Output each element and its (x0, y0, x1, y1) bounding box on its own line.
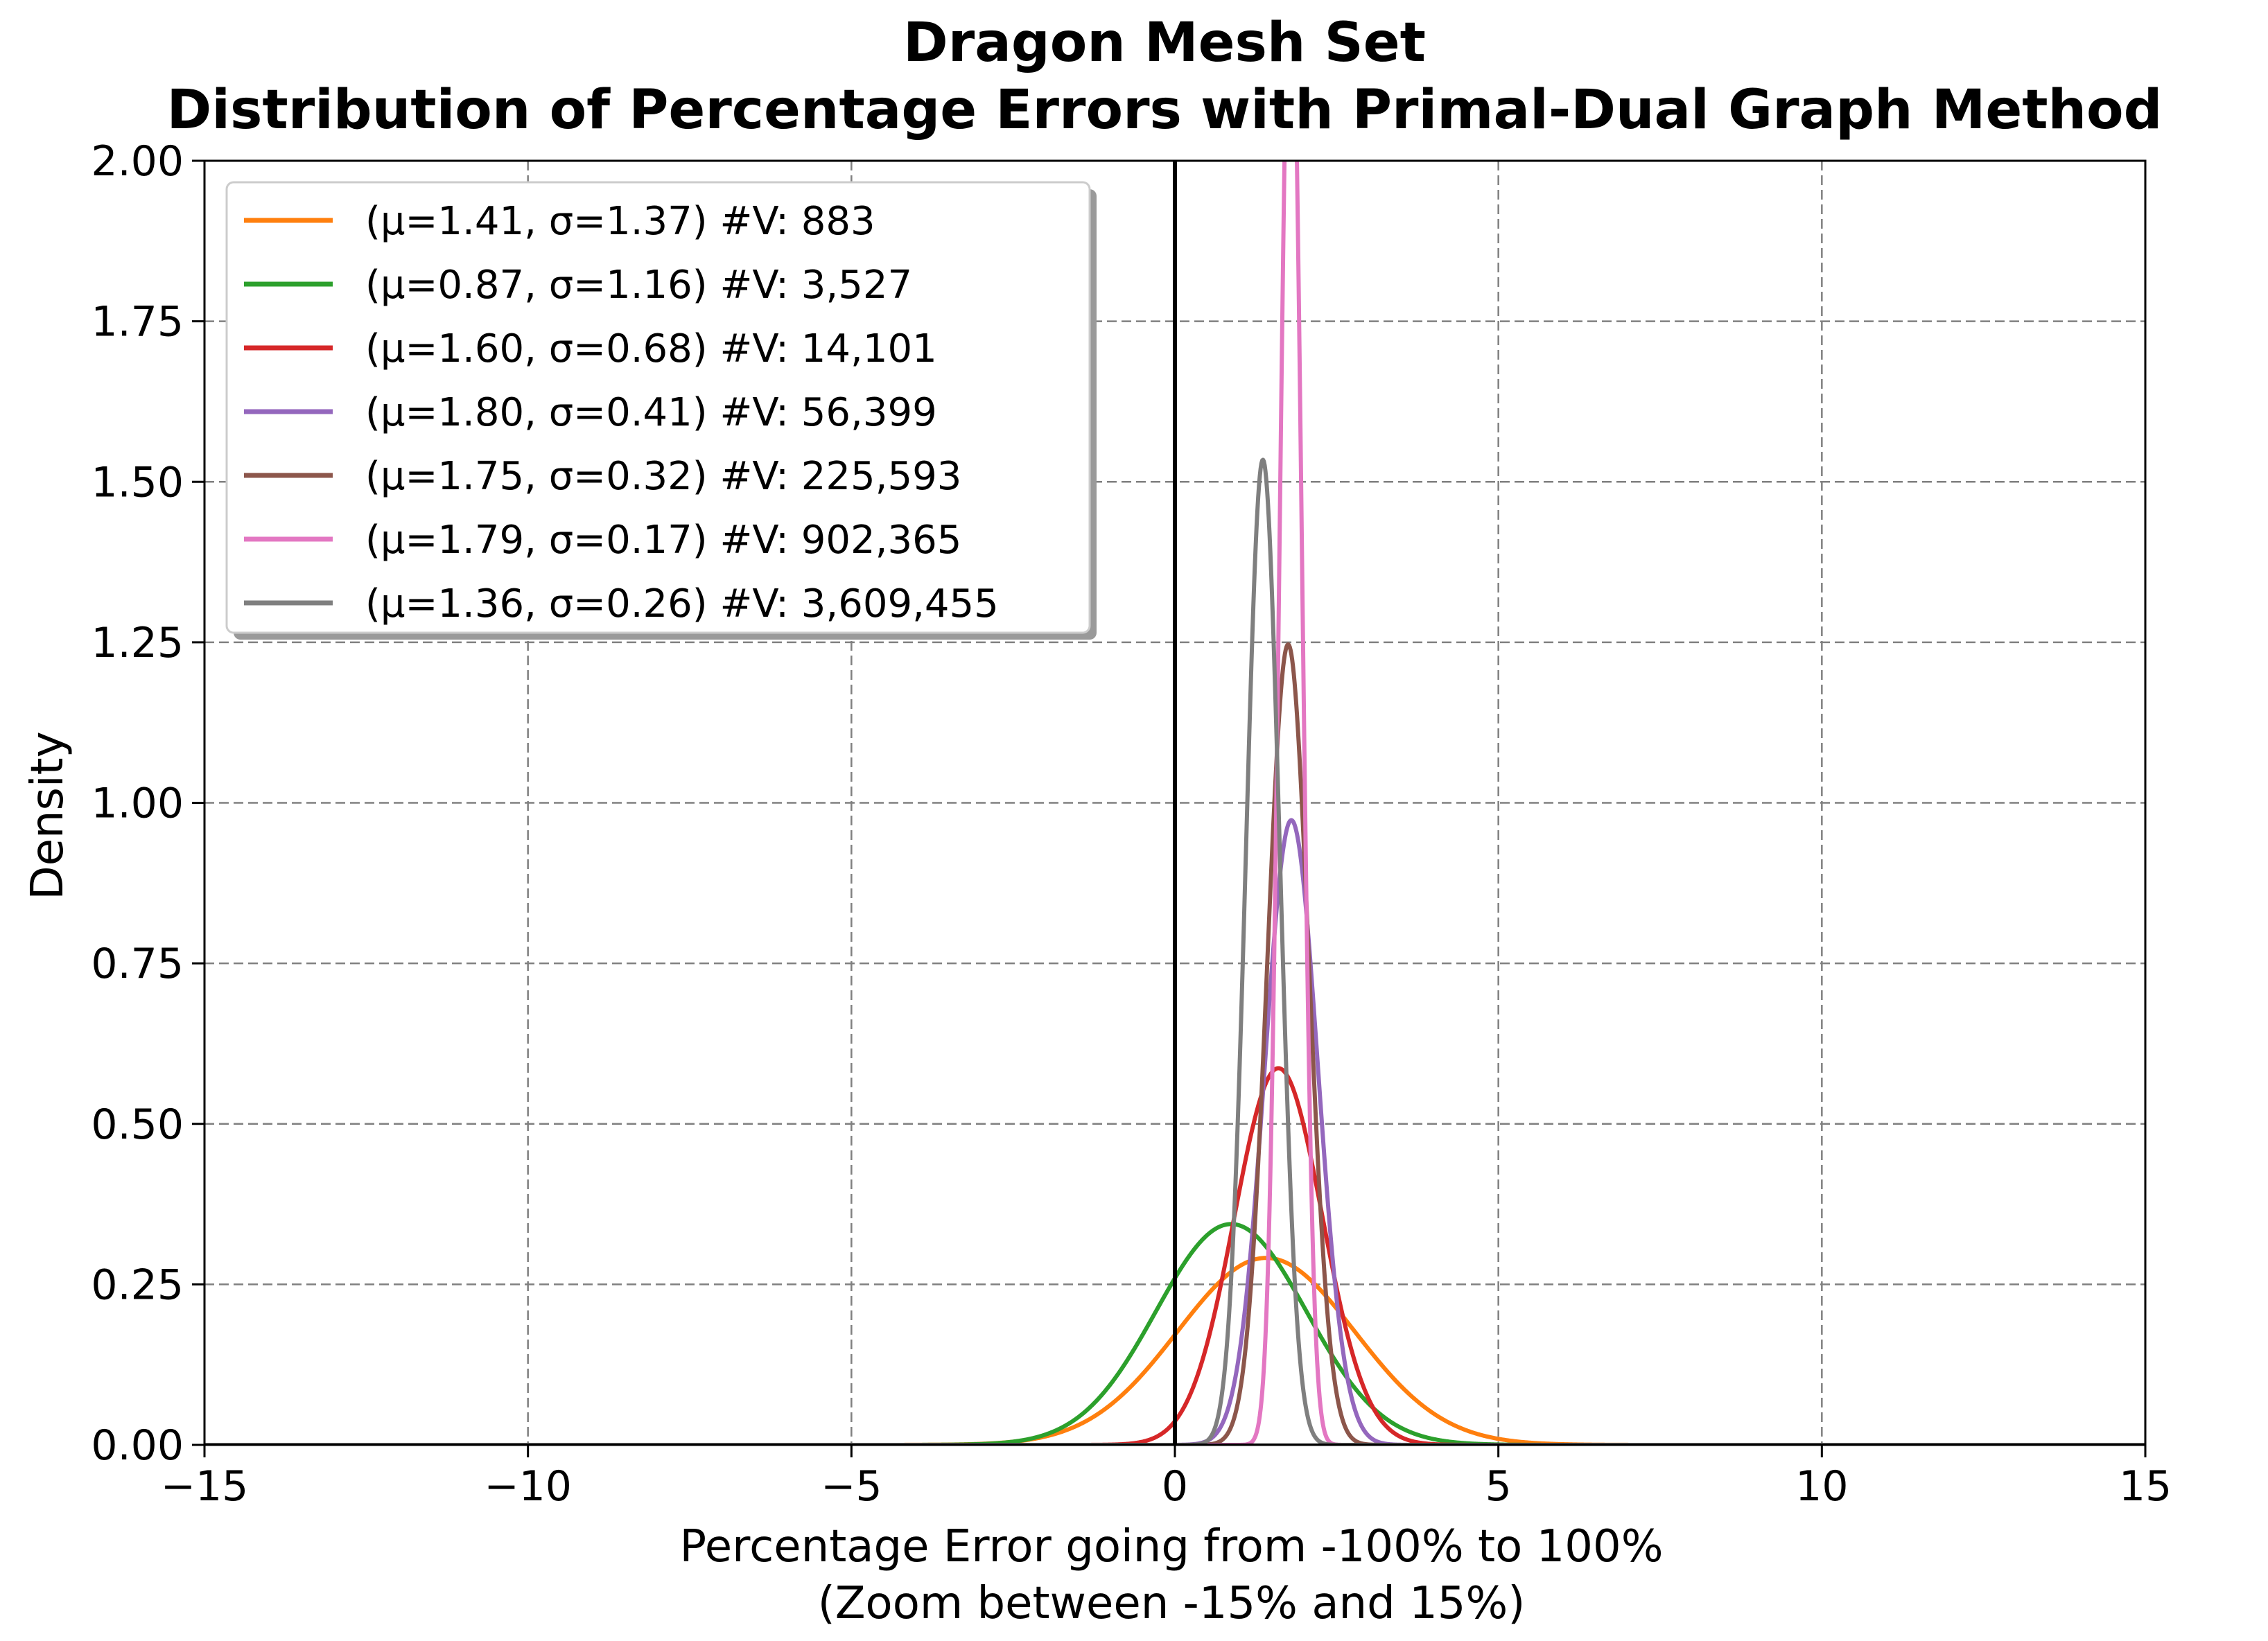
y-tick-label: 0.00 (91, 1421, 184, 1470)
legend-box (225, 181, 1091, 634)
y-tick-label: 1.00 (91, 780, 184, 828)
legend-entry-label: (μ=1.75, σ=0.32) #V: 225,593 (365, 454, 961, 499)
x-tick-label: 5 (1485, 1462, 1512, 1511)
x-tick-label: −15 (161, 1462, 249, 1511)
legend-entry-label: (μ=1.79, σ=0.17) #V: 902,365 (365, 518, 961, 563)
chart-title-line2: Distribution of Percentage Errors with P… (167, 79, 2163, 141)
y-tick-label: 1.50 (91, 458, 184, 507)
chart-title-line1: Dragon Mesh Set (903, 12, 1426, 74)
legend-entry-label: (μ=1.41, σ=1.37) #V: 883 (365, 199, 875, 244)
y-axis-label: Density (22, 731, 73, 900)
legend: (μ=1.41, σ=1.37) #V: 883 (μ=0.87, σ=1.16)… (225, 181, 1097, 640)
x-axis-label-line1: Percentage Error going from -100% to 100… (679, 1521, 1663, 1572)
legend-entry-label: (μ=1.60, σ=0.68) #V: 14,101 (365, 326, 937, 371)
y-tick-label: 2.00 (91, 137, 184, 186)
y-tick-label: 0.75 (91, 940, 184, 988)
y-tick-label: 1.75 (91, 298, 184, 346)
y-tick-label: 0.50 (91, 1100, 184, 1149)
x-axis-label-line2: (Zoom between -15% and 15%) (818, 1578, 1526, 1629)
x-tick-label: −5 (821, 1462, 882, 1511)
y-tick-label: 1.25 (91, 619, 184, 667)
legend-entry-label: (μ=1.36, σ=0.26) #V: 3,609,455 (365, 581, 999, 626)
legend-entry-label: (μ=1.80, σ=0.41) #V: 56,399 (365, 390, 937, 435)
x-tick-label: −10 (484, 1462, 572, 1511)
legend-entry-label: (μ=0.87, σ=1.16) #V: 3,527 (365, 263, 912, 308)
x-tick-label: 15 (2119, 1462, 2172, 1511)
axis-ticks: −15 −10 −5 0 5 10 15 0.00 0.25 0.50 0.75 1.00 1.25 1.… (91, 137, 2172, 1511)
x-tick-label: 0 (1162, 1462, 1188, 1511)
y-tick-label: 0.25 (91, 1261, 184, 1309)
x-tick-label: 10 (1795, 1462, 1848, 1511)
